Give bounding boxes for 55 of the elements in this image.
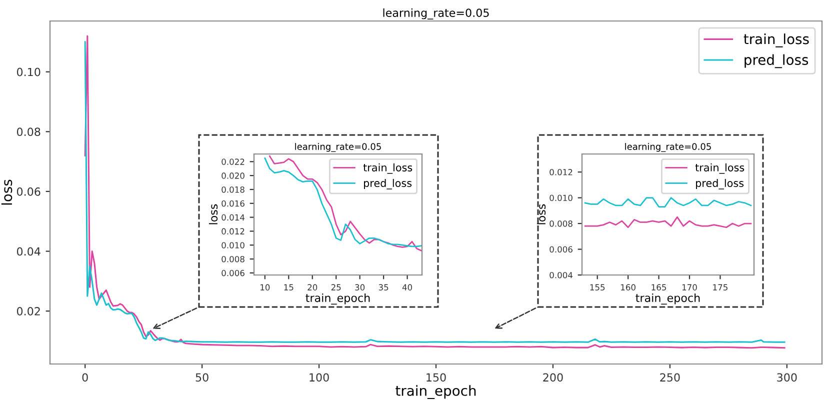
y-tick-label: 0.04	[16, 247, 40, 256]
x-tick-label: 155	[590, 284, 605, 290]
legend-label: pred_loss	[744, 54, 808, 68]
x-tick-label: 150	[426, 373, 446, 382]
legend-label: train_loss	[695, 163, 744, 174]
x-axis-title: train_epoch	[306, 293, 370, 305]
x-tick-label: 25	[331, 284, 341, 290]
legend-label: train_loss	[363, 163, 412, 174]
x-tick-label: 175	[713, 284, 728, 290]
y-tick-label: 0.06	[16, 187, 40, 196]
y-tick-label: 0.010	[222, 242, 244, 248]
x-axis-title: train_epoch	[636, 293, 700, 305]
line-series	[584, 216, 752, 228]
legend-label: pred_loss	[696, 178, 744, 190]
y-tick-label: 0.016	[222, 200, 244, 207]
y-tick-label: 0.08	[16, 128, 40, 136]
x-tick-label: 100	[310, 373, 329, 382]
x-tick-label: 170	[682, 284, 697, 290]
x-tick-label: 20	[308, 284, 318, 290]
y-tick-label: 0.022	[222, 158, 244, 165]
chart-title: learning_rate=0.05	[625, 142, 711, 152]
y-axis-title: loss	[536, 204, 546, 224]
x-tick-label: 35	[378, 284, 388, 290]
chart-title: learning_rate=0.05	[295, 142, 381, 152]
legend-label: train_loss	[744, 34, 809, 48]
x-axis-title: train_epoch	[396, 385, 476, 399]
y-axis-title: loss	[208, 204, 218, 224]
y-tick-label: 0.010	[550, 194, 572, 202]
x-tick-label: 200	[543, 373, 563, 382]
x-tick-label: 10	[260, 284, 270, 290]
x-tick-label: 0	[82, 373, 88, 382]
y-tick-label: 0.014	[222, 214, 245, 221]
y-tick-label: 0.006	[222, 270, 244, 276]
y-tick-label: 0.012	[550, 169, 572, 176]
x-tick-label: 250	[660, 373, 680, 382]
chart-title: learning_rate=0.05	[383, 8, 489, 20]
x-tick-label: 50	[196, 373, 208, 382]
y-axis-title: loss	[1, 180, 12, 205]
x-tick-label: 300	[777, 373, 797, 382]
x-tick-label: 15	[284, 284, 294, 290]
legend-label: pred_loss	[364, 178, 412, 190]
x-tick-label: 165	[652, 284, 666, 290]
y-tick-label: 0.020	[222, 172, 244, 179]
x-tick-label: 40	[402, 284, 412, 290]
y-tick-label: 0.10	[16, 68, 40, 76]
x-tick-label: 30	[355, 284, 365, 290]
y-tick-label: 0.012	[222, 228, 244, 234]
line-series	[584, 197, 752, 208]
y-tick-label: 0.006	[550, 246, 572, 253]
y-tick-label: 0.02	[16, 307, 40, 316]
y-tick-label: 0.008	[550, 220, 572, 227]
y-tick-label: 0.004	[550, 272, 573, 278]
y-tick-label: 0.008	[222, 256, 244, 262]
y-tick-label: 0.018	[222, 186, 244, 193]
x-tick-label: 160	[621, 284, 636, 290]
